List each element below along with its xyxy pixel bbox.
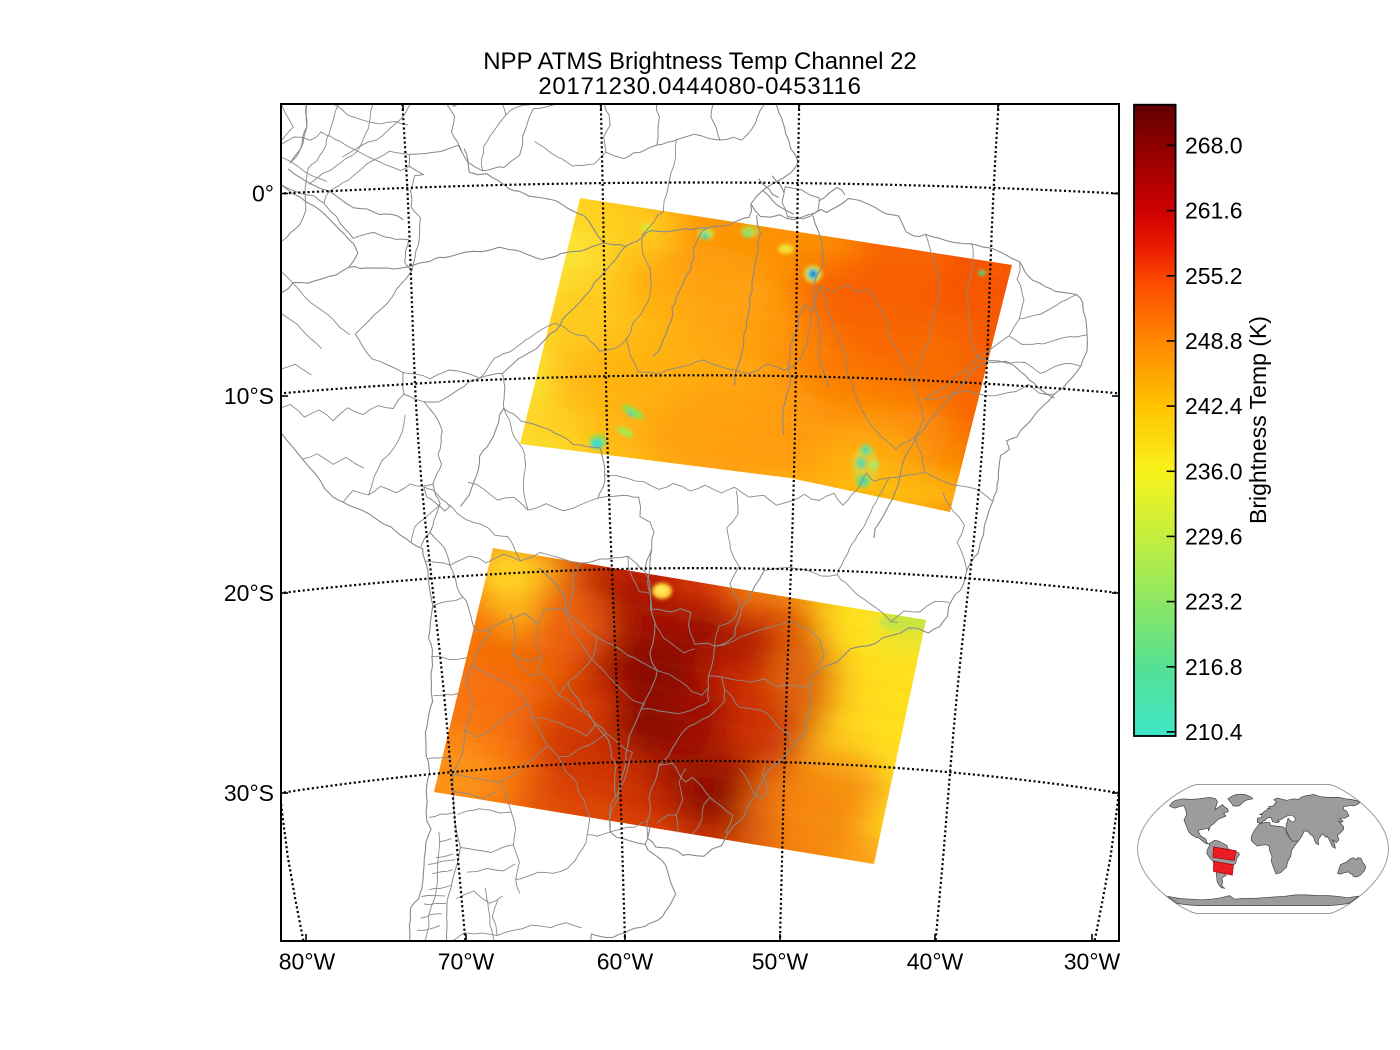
svg-text:255.2: 255.2 xyxy=(1185,263,1243,289)
svg-text:210.4: 210.4 xyxy=(1185,719,1243,745)
svg-text:242.4: 242.4 xyxy=(1185,393,1243,419)
svg-text:20°S: 20°S xyxy=(224,580,274,606)
svg-text:60°W: 60°W xyxy=(597,949,654,975)
svg-text:30°W: 30°W xyxy=(1064,949,1121,975)
svg-text:223.2: 223.2 xyxy=(1185,589,1243,615)
svg-text:261.6: 261.6 xyxy=(1185,198,1243,224)
svg-text:NPP ATMS Brightness Temp Chann: NPP ATMS Brightness Temp Channel 22 xyxy=(483,48,917,75)
svg-text:30°S: 30°S xyxy=(224,780,274,806)
svg-text:70°W: 70°W xyxy=(438,949,495,975)
svg-text:0°: 0° xyxy=(252,181,274,207)
svg-text:236.0: 236.0 xyxy=(1185,458,1243,484)
svg-text:229.6: 229.6 xyxy=(1185,523,1243,549)
svg-text:10°S: 10°S xyxy=(224,383,274,409)
svg-text:216.8: 216.8 xyxy=(1185,654,1243,680)
svg-text:80°W: 80°W xyxy=(279,949,336,975)
svg-text:20171230.0444080-0453116: 20171230.0444080-0453116 xyxy=(538,73,861,100)
svg-text:248.8: 248.8 xyxy=(1185,328,1243,354)
svg-text:40°W: 40°W xyxy=(907,949,964,975)
svg-text:Brightness Temp (K): Brightness Temp (K) xyxy=(1245,316,1271,524)
svg-text:268.0: 268.0 xyxy=(1185,132,1243,158)
svg-text:50°W: 50°W xyxy=(752,949,809,975)
